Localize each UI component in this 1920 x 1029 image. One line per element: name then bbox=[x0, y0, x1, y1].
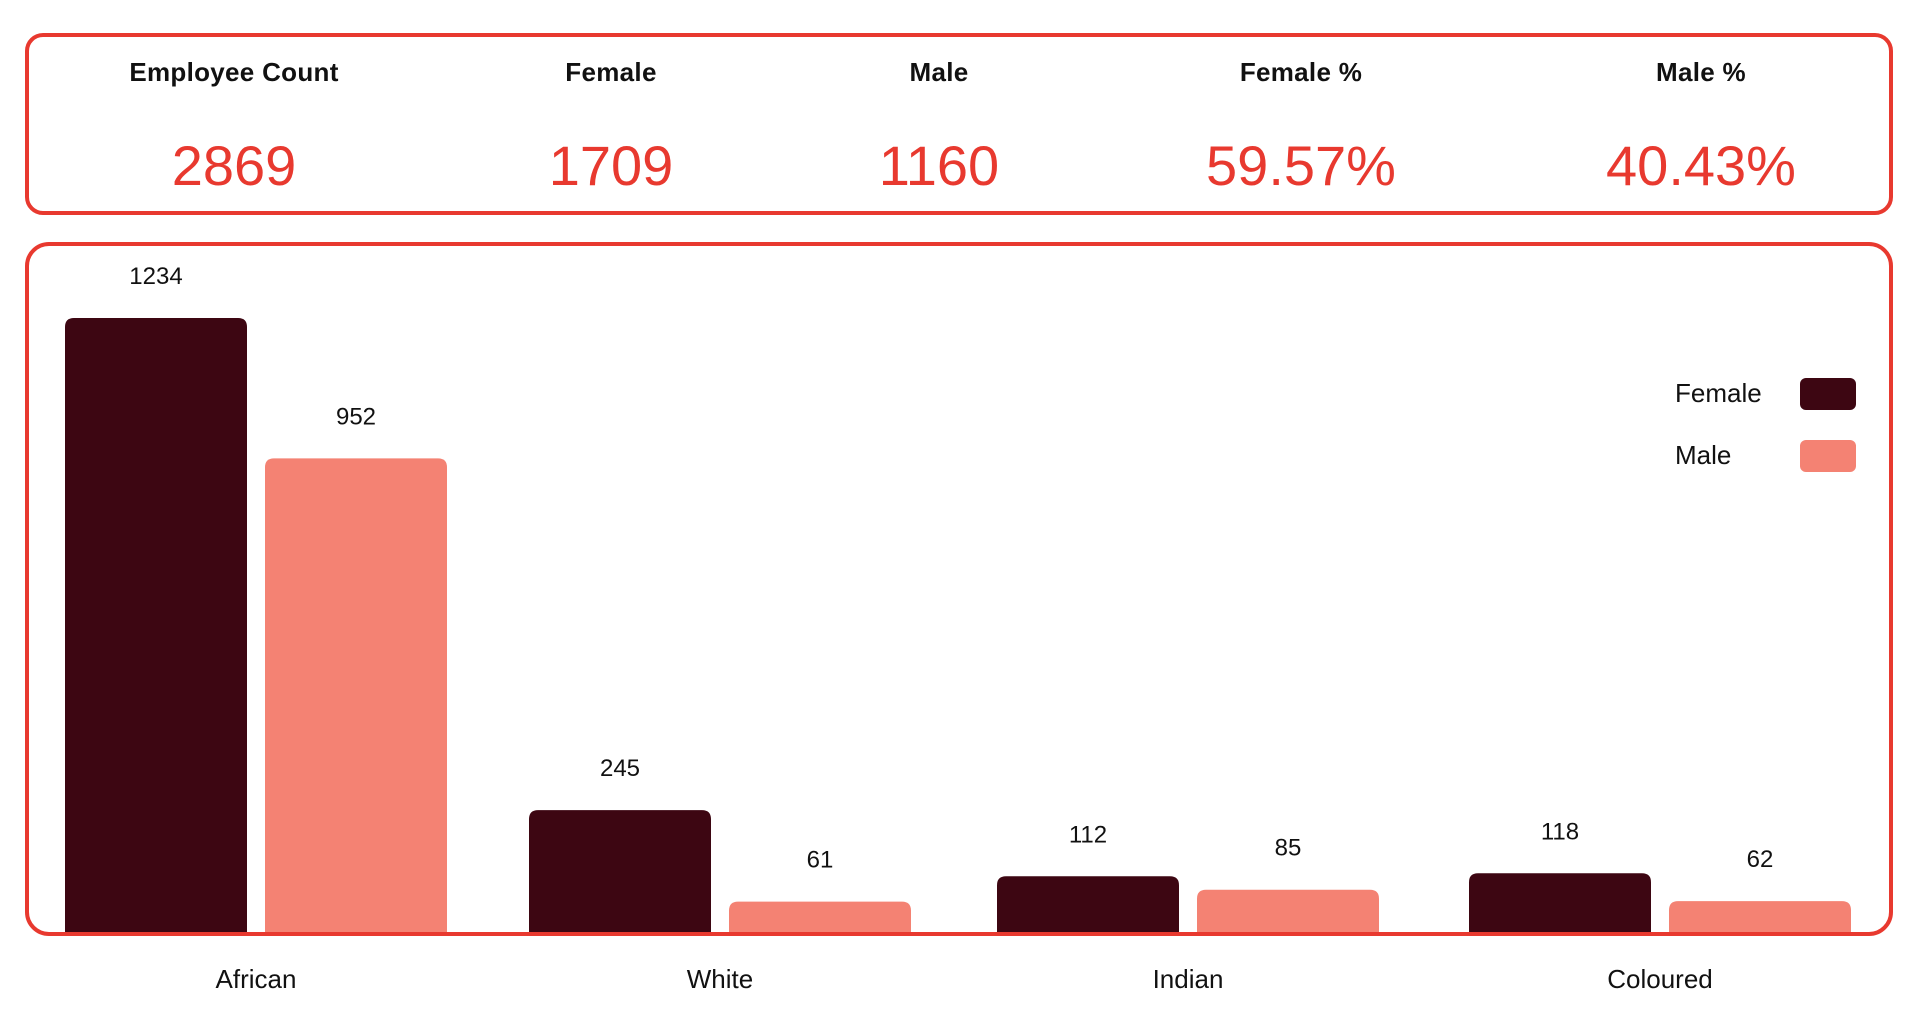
category-label: African bbox=[216, 964, 297, 994]
bar-female-coloured bbox=[1469, 873, 1651, 932]
bar-male-coloured bbox=[1669, 901, 1851, 932]
data-label: 245 bbox=[600, 755, 640, 782]
bar-female-indian bbox=[997, 876, 1179, 932]
legend-label: Female bbox=[1675, 378, 1762, 408]
bar-female-white bbox=[529, 810, 711, 932]
kpi-female: Female 1709 bbox=[421, 37, 801, 211]
kpi-male-percent: Male % 40.43% bbox=[1511, 37, 1891, 211]
kpi-female-percent: Female % 59.57% bbox=[1111, 37, 1491, 211]
kpi-employee-count: Employee Count 2869 bbox=[44, 37, 424, 211]
kpi-value: 1709 bbox=[548, 134, 674, 197]
kpi-male: Male 1160 bbox=[749, 37, 1129, 211]
kpi-label: Male % bbox=[1656, 57, 1746, 87]
data-label: 118 bbox=[1541, 818, 1579, 845]
kpi-value: 1160 bbox=[878, 134, 1000, 197]
legend-swatch-male bbox=[1800, 440, 1856, 472]
bar-male-african bbox=[265, 458, 447, 932]
category-label: White bbox=[687, 964, 753, 994]
bar-male-white bbox=[729, 901, 911, 932]
kpi-label: Employee Count bbox=[129, 57, 339, 87]
kpi-label: Female % bbox=[1239, 57, 1363, 87]
data-label: 112 bbox=[1069, 821, 1107, 848]
legend-label: Male bbox=[1675, 440, 1731, 470]
kpi-value: 59.57% bbox=[1206, 134, 1396, 197]
data-label: 85 bbox=[1275, 835, 1302, 862]
chart-panel bbox=[25, 242, 1893, 936]
bar-female-african bbox=[65, 318, 247, 932]
data-label: 1234 bbox=[129, 263, 182, 290]
data-label: 952 bbox=[336, 403, 376, 430]
bar-male-indian bbox=[1197, 889, 1379, 932]
kpi-label: Male bbox=[909, 57, 969, 87]
legend-swatch-female bbox=[1800, 378, 1856, 410]
category-label: Indian bbox=[1153, 964, 1224, 994]
data-label: 62 bbox=[1747, 846, 1774, 873]
kpi-label: Female bbox=[565, 57, 657, 87]
kpi-panel: Employee Count 2869 Female 1709 Male 116… bbox=[25, 33, 1893, 215]
category-label: Coloured bbox=[1607, 964, 1713, 994]
data-label: 61 bbox=[807, 847, 834, 874]
kpi-value: 2869 bbox=[171, 134, 297, 197]
kpi-value: 40.43% bbox=[1606, 134, 1796, 197]
